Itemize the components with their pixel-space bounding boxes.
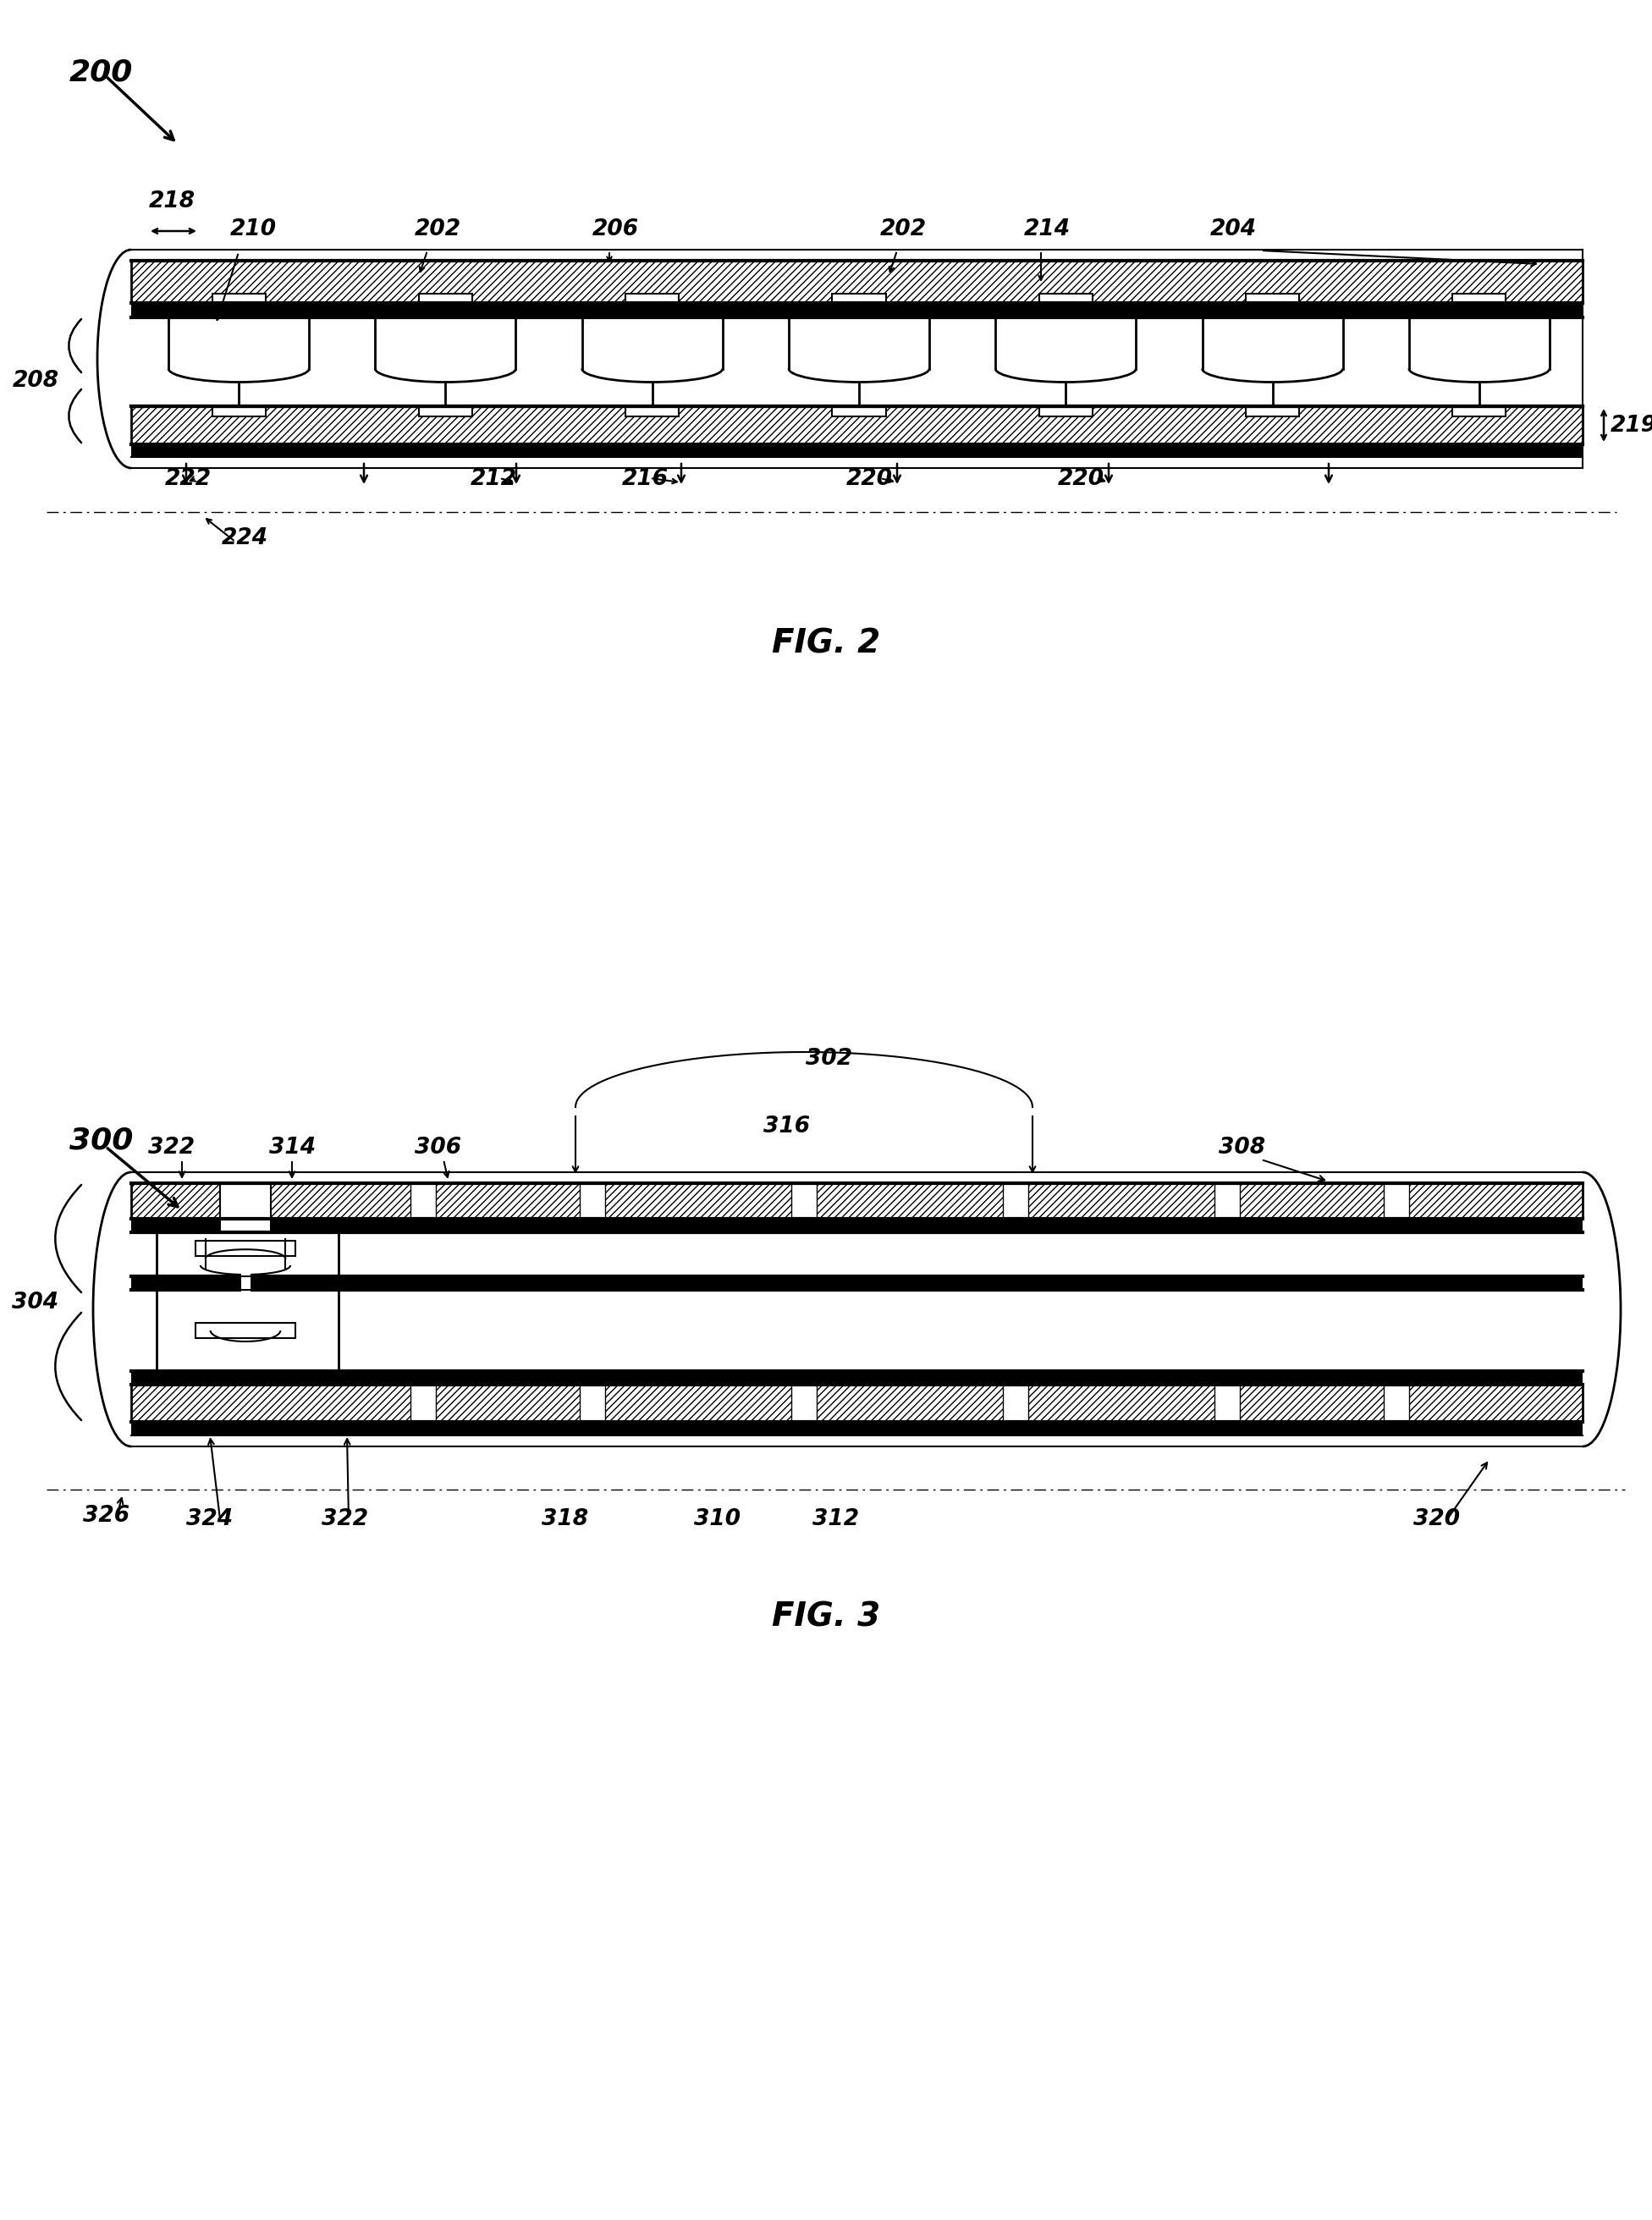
Text: 304: 304 <box>12 1292 59 1314</box>
Bar <box>131 260 1583 302</box>
Text: 322: 322 <box>322 1507 368 1530</box>
Bar <box>131 1183 1583 1219</box>
Text: FIG. 3: FIG. 3 <box>771 1601 881 1632</box>
Text: 202: 202 <box>415 218 461 240</box>
Text: FIG. 2: FIG. 2 <box>771 628 881 659</box>
Bar <box>131 1219 1583 1232</box>
Bar <box>157 1232 339 1276</box>
Text: 222: 222 <box>165 468 211 491</box>
Bar <box>131 1290 1583 1372</box>
Text: 306: 306 <box>415 1137 461 1159</box>
Bar <box>195 1323 296 1339</box>
Text: 218: 218 <box>149 191 195 213</box>
Bar <box>791 1183 816 1219</box>
Text: 308: 308 <box>1219 1137 1265 1159</box>
Bar <box>211 406 266 417</box>
Text: 326: 326 <box>83 1505 129 1527</box>
Text: 200: 200 <box>69 58 134 87</box>
Bar <box>131 1385 1583 1421</box>
Text: 204: 204 <box>1211 218 1257 240</box>
Bar <box>626 293 679 306</box>
Text: 224: 224 <box>221 528 268 548</box>
Text: 220: 220 <box>1057 468 1105 491</box>
Bar <box>131 406 1583 444</box>
Bar <box>1003 1183 1028 1219</box>
Bar <box>131 302 1583 317</box>
Bar <box>580 1183 605 1219</box>
Text: 310: 310 <box>694 1507 740 1530</box>
Bar <box>1246 293 1298 306</box>
Text: 314: 314 <box>269 1137 316 1159</box>
Text: 210: 210 <box>230 218 278 240</box>
Text: 202: 202 <box>881 218 927 240</box>
Bar <box>220 1219 271 1232</box>
Text: 216: 216 <box>623 468 669 491</box>
Bar <box>833 406 885 417</box>
Text: 324: 324 <box>187 1507 233 1530</box>
Text: 214: 214 <box>1024 218 1070 240</box>
Bar <box>410 1385 436 1421</box>
Bar <box>580 1385 605 1421</box>
Bar <box>1003 1385 1028 1421</box>
Bar <box>195 1241 296 1257</box>
Bar <box>131 317 1583 406</box>
Bar <box>1452 293 1507 306</box>
Bar <box>1214 1385 1241 1421</box>
Bar <box>1214 1183 1241 1219</box>
Bar <box>420 293 472 306</box>
Bar <box>131 444 1583 457</box>
Text: 212: 212 <box>471 468 517 491</box>
Bar <box>1039 406 1092 417</box>
Bar <box>220 1183 271 1219</box>
Bar <box>420 406 472 417</box>
Text: 208: 208 <box>12 371 59 393</box>
Bar <box>131 1372 1583 1385</box>
Text: 320: 320 <box>1414 1507 1460 1530</box>
Text: 206: 206 <box>593 218 639 240</box>
Bar <box>1452 406 1507 417</box>
Bar <box>791 1385 816 1421</box>
Bar <box>131 1276 1583 1290</box>
Text: 300: 300 <box>69 1126 134 1154</box>
Bar <box>211 293 266 306</box>
Bar <box>157 1290 339 1372</box>
Text: 322: 322 <box>149 1137 195 1159</box>
Bar <box>1384 1183 1409 1219</box>
Text: 318: 318 <box>542 1507 588 1530</box>
Text: 220: 220 <box>846 468 894 491</box>
Bar <box>1039 293 1092 306</box>
Bar <box>410 1183 436 1219</box>
Text: 316: 316 <box>763 1114 811 1137</box>
Bar <box>131 1232 1583 1276</box>
Bar <box>1246 406 1298 417</box>
Bar <box>1384 1385 1409 1421</box>
Bar <box>833 293 885 306</box>
Text: 302: 302 <box>806 1048 852 1070</box>
Text: 312: 312 <box>813 1507 859 1530</box>
Text: 219: 219 <box>1611 415 1652 437</box>
Bar <box>131 1421 1583 1436</box>
Bar <box>626 406 679 417</box>
